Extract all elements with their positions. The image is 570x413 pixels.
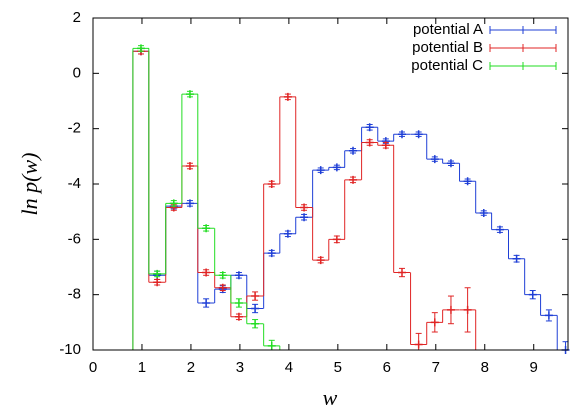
point [365, 138, 374, 147]
point [316, 166, 325, 175]
x-tick-label: 9 [530, 359, 538, 376]
y-axis-title: ln p(w) [17, 153, 42, 216]
x-tick-label: 8 [481, 359, 489, 376]
point [365, 123, 374, 132]
point [544, 311, 553, 320]
point [397, 268, 406, 277]
x-tick-label: 5 [334, 359, 342, 376]
point [218, 271, 227, 280]
point [300, 213, 309, 222]
y-tick-label: 2 [73, 9, 81, 26]
point [349, 175, 358, 184]
point [446, 159, 455, 168]
point [153, 269, 162, 278]
point [430, 155, 439, 164]
point [185, 90, 194, 99]
point [528, 290, 537, 299]
point [251, 304, 260, 313]
point [136, 44, 145, 53]
x-tick-label: 1 [138, 359, 146, 376]
y-tick-label: -2 [68, 120, 81, 137]
x-tick-label: 3 [236, 359, 244, 376]
point [316, 256, 325, 265]
point [446, 305, 455, 314]
point [430, 318, 439, 327]
point [283, 92, 292, 101]
point [185, 199, 194, 208]
x-tick-label: 0 [89, 359, 97, 376]
point [283, 229, 292, 238]
point [267, 180, 276, 188]
point [512, 254, 521, 263]
point [414, 340, 423, 349]
point [218, 283, 227, 292]
point [267, 249, 276, 258]
point [202, 268, 211, 277]
x-axis-title: w [323, 385, 338, 410]
point [202, 298, 211, 307]
point [463, 177, 472, 186]
y-tick-label: -6 [68, 230, 81, 247]
point [251, 319, 260, 328]
x-tick-label: 2 [187, 359, 195, 376]
point [153, 278, 162, 287]
point [202, 224, 211, 233]
point [463, 305, 472, 314]
point [349, 146, 358, 155]
point [300, 203, 309, 212]
point [169, 199, 178, 208]
point [414, 130, 423, 139]
x-tick-label: 4 [285, 359, 293, 376]
y-tick-label: -10 [59, 341, 81, 358]
legend-label: potential A [413, 21, 483, 38]
point [397, 130, 406, 139]
y-tick-label: -4 [68, 175, 81, 192]
point [381, 141, 390, 150]
point [332, 235, 341, 244]
x-tick-label: 6 [383, 359, 391, 376]
point [251, 292, 260, 301]
point [234, 312, 243, 321]
y-tick-label: 0 [73, 64, 81, 81]
point [479, 209, 488, 218]
legend-label: potential B [412, 39, 483, 56]
point [234, 271, 243, 280]
point [495, 225, 504, 234]
point [267, 341, 276, 350]
y-tick-label: -8 [68, 286, 81, 303]
point [234, 298, 243, 307]
point [185, 162, 194, 171]
legend-label: potential C [411, 57, 483, 74]
plot-frame [92, 17, 569, 351]
x-tick-label: 7 [432, 359, 440, 376]
point [332, 163, 341, 172]
